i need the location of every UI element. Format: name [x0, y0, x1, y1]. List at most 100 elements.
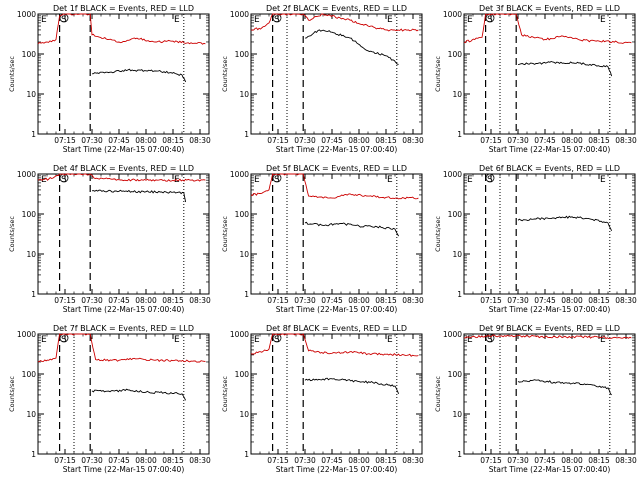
x-tick-label: 07:30: [81, 456, 103, 465]
x-tick-label: 08:00: [348, 456, 370, 465]
x-tick-label: 08:30: [189, 296, 211, 305]
x-tick-label: 08:15: [588, 456, 610, 465]
panel-title: Det 4f BLACK = Events, RED = LLD: [53, 164, 194, 173]
marker-label: E: [174, 335, 180, 345]
y-tick-label: 1: [31, 290, 36, 299]
x-tick-label: 07:15: [267, 456, 289, 465]
panel-title: Det 7f BLACK = Events, RED = LLD: [53, 324, 194, 333]
x-tick-label: 07:30: [294, 296, 316, 305]
marker-label: E: [387, 175, 393, 185]
y-tick-label: 100: [22, 210, 37, 219]
x-tick-label: 08:00: [135, 136, 157, 145]
x-tick-label: 07:45: [534, 456, 556, 465]
y-tick-label: 10: [239, 90, 249, 99]
panel-title: Det 8f BLACK = Events, RED = LLD: [266, 324, 407, 333]
x-tick-label: 07:45: [321, 456, 343, 465]
y-axis-label: Counts/sec: [8, 216, 16, 252]
x-tick-label: 08:15: [375, 456, 397, 465]
y-tick-label: 1: [31, 450, 36, 459]
y-axis-label: Counts/sec: [8, 56, 16, 92]
y-tick-label: 10: [239, 250, 249, 259]
marker-label: S: [487, 15, 493, 25]
x-tick-label: 07:45: [108, 296, 130, 305]
x-tick-label: 07:30: [507, 296, 529, 305]
x-tick-label: 07:15: [480, 296, 502, 305]
y-tick-label: 100: [22, 370, 37, 379]
x-tick-label: 07:45: [321, 136, 343, 145]
x-axis-label: Start Time (22-Mar-15 07:00:40): [489, 305, 611, 314]
marker-label: E: [41, 335, 47, 345]
x-tick-label: 07:15: [54, 456, 76, 465]
x-axis-label: Start Time (22-Mar-15 07:00:40): [276, 465, 398, 474]
y-tick-label: 10: [26, 250, 36, 259]
marker-label: S: [61, 15, 67, 25]
x-axis-label: Start Time (22-Mar-15 07:00:40): [63, 145, 185, 154]
y-axis-label: Counts/sec: [221, 376, 229, 412]
panel-title: Det 6f BLACK = Events, RED = LLD: [479, 164, 620, 173]
y-tick-label: 1000: [230, 10, 249, 19]
marker-label: E: [41, 15, 47, 25]
x-tick-label: 08:30: [402, 296, 424, 305]
marker-label: S: [274, 175, 280, 185]
panel-title: Det 3f BLACK = Events, RED = LLD: [479, 4, 620, 13]
detector-panel-1: Det 1f BLACK = Events, RED = LLD 1 10 100 10…: [8, 4, 211, 154]
y-axis-label: Counts/sec: [221, 216, 229, 252]
x-tick-label: 07:15: [267, 296, 289, 305]
y-axis-label: Counts/sec: [434, 216, 442, 252]
detector-panel-7: Det 7f BLACK = Events, RED = LLD 1 10 100 10…: [8, 324, 211, 474]
x-tick-label: 08:30: [402, 136, 424, 145]
x-tick-label: 08:30: [615, 296, 637, 305]
y-tick-label: 100: [235, 210, 250, 219]
x-tick-label: 08:15: [375, 296, 397, 305]
events-series-line: [518, 62, 612, 77]
detector-panel-6: Det 6f BLACK = Events, RED = LLD11010010…: [434, 164, 637, 314]
x-tick-label: 08:15: [162, 136, 184, 145]
y-tick-label: 1: [457, 290, 462, 299]
x-tick-label: 08:15: [162, 296, 184, 305]
y-tick-label: 10: [452, 90, 462, 99]
y-tick-label: 10: [26, 410, 36, 419]
marker-label: S: [61, 335, 67, 345]
events-series-line: [518, 216, 612, 231]
marker-label: E: [600, 175, 606, 185]
x-tick-label: 07:15: [480, 136, 502, 145]
x-tick-label: 08:30: [402, 456, 424, 465]
y-tick-label: 100: [22, 50, 37, 59]
y-tick-label: 1000: [17, 10, 36, 19]
marker-label: S: [274, 15, 280, 25]
x-axis-label: Start Time (22-Mar-15 07:00:40): [489, 465, 611, 474]
x-tick-label: 07:30: [81, 136, 103, 145]
y-tick-label: 1: [457, 130, 462, 139]
y-tick-label: 10: [239, 410, 249, 419]
y-tick-label: 1: [244, 130, 249, 139]
panel-title: Det 9f BLACK = Events, RED = LLD: [479, 324, 620, 333]
x-tick-label: 08:00: [561, 456, 583, 465]
x-tick-label: 08:00: [348, 296, 370, 305]
events-series-line: [518, 380, 612, 395]
detector-panel-9: Det 9f BLACK = Events, RED = LLD 1 10 100 10…: [434, 324, 637, 474]
marker-label: E: [254, 175, 260, 185]
marker-label: S: [487, 175, 493, 185]
marker-label: E: [254, 335, 260, 345]
x-tick-label: 08:00: [348, 136, 370, 145]
x-tick-label: 08:30: [189, 456, 211, 465]
x-axis-label: Start Time (22-Mar-15 07:00:40): [489, 145, 611, 154]
x-tick-label: 08:15: [375, 136, 397, 145]
x-tick-label: 07:30: [507, 456, 529, 465]
x-tick-label: 08:15: [162, 456, 184, 465]
y-tick-label: 100: [448, 50, 463, 59]
x-tick-label: 08:30: [615, 456, 637, 465]
y-tick-label: 1000: [17, 330, 36, 339]
x-tick-label: 08:00: [135, 456, 157, 465]
y-tick-label: 1000: [230, 170, 249, 179]
x-tick-label: 08:00: [561, 136, 583, 145]
marker-label: E: [600, 15, 606, 25]
marker-label: S: [274, 335, 280, 345]
y-axis-label: Counts/sec: [434, 376, 442, 412]
detector-panel-3: Det 3f BLACK = Events, RED = LLD 1 10 100 10…: [434, 4, 637, 154]
x-tick-label: 07:15: [54, 296, 76, 305]
x-tick-label: 08:00: [561, 296, 583, 305]
y-axis-label: Counts/sec: [434, 56, 442, 92]
x-tick-label: 07:45: [534, 136, 556, 145]
x-tick-label: 07:30: [81, 296, 103, 305]
